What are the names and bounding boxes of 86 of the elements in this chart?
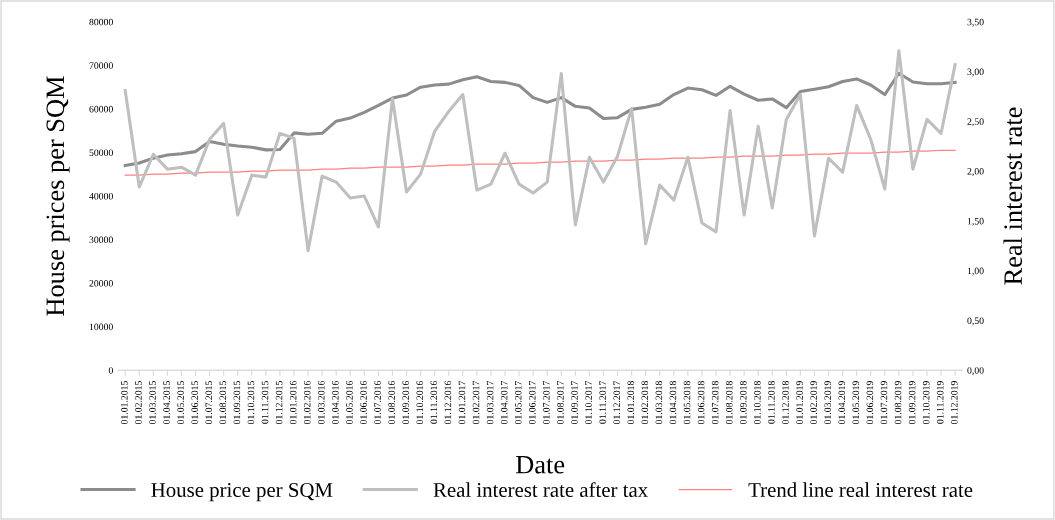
x-tick-label: 01.12.2018 — [782, 381, 789, 425]
x-tick-label: 01.12.2016 — [444, 380, 452, 425]
x-tick-label: 01.02.2016 — [303, 380, 311, 425]
x-tick-label: 01.09.2015 — [233, 381, 241, 425]
x-tick-label: 01.02.2015 — [135, 381, 142, 425]
y-tick-label: 60000 — [89, 105, 113, 113]
x-tick-label: 01.05.2017 — [514, 380, 522, 425]
y2-tick-label: 2,00 — [967, 168, 984, 177]
x-tick-label: 01.09.2019 — [908, 381, 916, 425]
x-tick-label: 01.09.2018 — [740, 381, 747, 425]
x-tick-label: 01.07.2015 — [205, 381, 213, 425]
x-tick-label: 01.08.2015 — [219, 381, 227, 425]
legend-label: House price per SQM — [151, 483, 333, 502]
x-tick-label: 01.01.2019 — [796, 381, 803, 425]
y2-tick-label: 3,50 — [967, 18, 984, 27]
x-tick-label: 01.11.2016 — [430, 380, 438, 424]
y-axis-title: House prices per SQM — [46, 76, 70, 316]
x-tick-label: 01.12.2017 — [613, 380, 620, 425]
x-tick-label: 01.10.2018 — [754, 381, 761, 425]
y-tick-label: 50000 — [89, 149, 113, 156]
y2-axis-title: Real interest rate — [1003, 107, 1023, 285]
y-tick-label: 10000 — [89, 323, 113, 331]
x-tick-label: 01.06.2015 — [191, 381, 198, 425]
line-series — [123, 71, 957, 168]
x-tick-label: 01.05.2019 — [852, 381, 860, 425]
x-tick-label: 01.05.2016 — [346, 380, 353, 425]
y2-tick-label: 0,50 — [967, 317, 984, 326]
y2-tick-label: 2,50 — [967, 118, 984, 127]
x-tick-label: 01.05.2018 — [683, 381, 691, 425]
x-tick-label: 01.08.2017 — [557, 380, 564, 425]
y-tick-label: 0 — [108, 367, 113, 374]
x-tick-label: 01.08.2019 — [894, 381, 902, 425]
x-tick-label: 01.04.2019 — [838, 381, 846, 425]
x-tick-label: 01.05.2015 — [177, 381, 184, 425]
x-tick-label: 01.02.2018 — [641, 381, 649, 425]
y-tick-label: 80000 — [89, 18, 113, 26]
x-tick-label: 01.03.2015 — [149, 381, 156, 425]
y2-tick-label: 0,00 — [967, 367, 984, 376]
x-tick-label: 01.07.2019 — [880, 381, 888, 425]
x-tick-label: 01.08.2018 — [725, 381, 733, 425]
y-tick-label: 40000 — [89, 192, 113, 200]
x-axis-title: Date — [516, 455, 565, 474]
x-tick-label: 01.11.2019 — [936, 381, 944, 424]
x-tick-label: 01.04.2016 — [332, 380, 339, 425]
y-tick-label: 70000 — [89, 62, 113, 69]
x-tick-label: 01.09.2017 — [571, 380, 578, 425]
x-tick-label: 01.10.2019 — [922, 381, 930, 425]
x-tick-label: 01.07.2017 — [543, 380, 550, 425]
y2-tick-label: 3,00 — [967, 68, 984, 77]
x-tick-label: 01.06.2017 — [529, 380, 536, 425]
x-tick-label: 01.01.2017 — [458, 380, 466, 425]
y2-tick-label: 1,00 — [967, 267, 984, 276]
x-tick-label: 01.04.2015 — [163, 381, 170, 425]
x-tick-label: 01.07.2018 — [711, 381, 719, 425]
x-tick-label: 01.04.2017 — [500, 380, 508, 425]
x-tick-label: 01.11.2017 — [599, 380, 606, 424]
x-tick-label: 01.12.2019 — [951, 381, 958, 425]
x-tick-label: 01.01.2018 — [627, 381, 635, 425]
legend-label: Real interest rate after tax — [433, 482, 648, 498]
x-tick-label: 01.03.2019 — [824, 381, 831, 425]
x-tick-label: 01.01.2015 — [121, 381, 128, 425]
x-tick-label: 01.10.2016 — [416, 380, 424, 425]
y2-tick-label: 1,50 — [967, 217, 984, 226]
x-tick-label: 01.06.2016 — [360, 380, 367, 425]
x-tick-label: 01.12.2015 — [275, 381, 283, 425]
x-tick-label: 01.08.2016 — [388, 380, 395, 425]
x-tick-label: 01.10.2015 — [247, 381, 255, 425]
x-tick-label: 01.02.2019 — [810, 381, 817, 425]
line-series — [123, 49, 957, 253]
x-tick-label: 01.11.2018 — [768, 381, 775, 424]
x-tick-label: 01.03.2018 — [655, 381, 663, 425]
x-tick-label: 01.09.2016 — [402, 380, 409, 425]
x-tick-label: 01.03.2016 — [318, 380, 325, 425]
y-tick-label: 30000 — [89, 236, 113, 244]
x-tick-label: 01.06.2019 — [866, 381, 874, 425]
y-tick-label: 20000 — [89, 280, 113, 287]
x-tick-label: 01.07.2016 — [374, 380, 381, 425]
x-tick-label: 01.04.2018 — [669, 381, 677, 425]
x-tick-label: 01.11.2015 — [261, 381, 269, 424]
x-tick-label: 01.02.2017 — [472, 380, 480, 425]
legend-label: Trend line real interest rate — [748, 482, 973, 498]
x-tick-label: 01.01.2016 — [289, 380, 297, 425]
x-tick-label: 01.06.2018 — [697, 381, 705, 425]
x-tick-label: 01.10.2017 — [585, 380, 592, 425]
x-tick-label: 01.03.2017 — [486, 380, 494, 425]
line-series — [124, 149, 956, 176]
